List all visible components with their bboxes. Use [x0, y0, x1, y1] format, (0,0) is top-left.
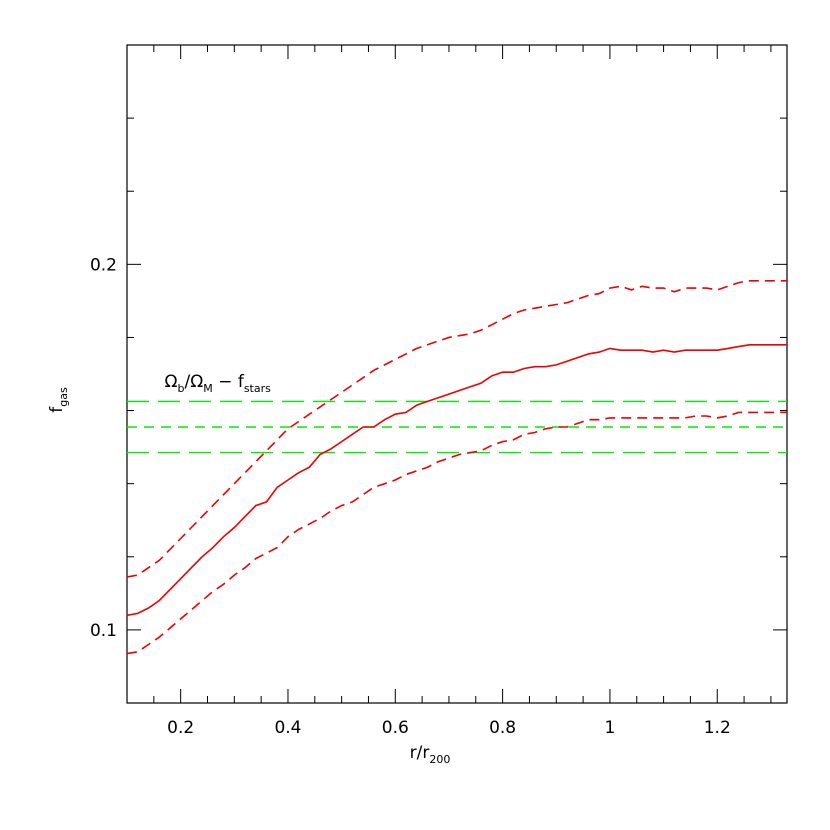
x-axis-label: r/r200 [410, 743, 451, 766]
x-tick-label: 0.4 [274, 718, 301, 738]
y-tick-label: 0.2 [90, 255, 117, 275]
x-tick-label: 0.8 [489, 718, 516, 738]
plot-frame [126, 44, 788, 704]
annotation-m-sub: M [203, 382, 213, 395]
reference-lines [127, 400, 787, 454]
annotation-slash: / [185, 372, 191, 392]
tick-labels: 0.2 0.4 0.6 0.8 1 1.2 0.1 0.2 [90, 255, 731, 738]
x-tick-label: 0.6 [382, 718, 409, 738]
x-tick-label: 1.2 [704, 718, 731, 738]
annotation-b-sub: b [178, 382, 185, 395]
series-line [126, 411, 787, 655]
series-line [126, 279, 787, 578]
annotation-label: Ωb/ΩM − fstars [165, 372, 272, 395]
y-axis-label: fgas [47, 387, 70, 413]
x-axis-label-sub: 200 [429, 753, 450, 766]
x-axis-label-main: r/r [410, 743, 430, 763]
ticks [126, 44, 787, 704]
annotation-omega-b: Ω [165, 372, 178, 392]
annotation-stars-sub: stars [244, 382, 271, 395]
series-line [126, 343, 787, 617]
annotation-minus-f: − f [213, 372, 245, 392]
y-axis-label-sub: gas [57, 387, 70, 407]
series-lines [126, 279, 787, 655]
y-tick-label: 0.1 [90, 621, 117, 641]
y-axis-label-main: f [47, 406, 67, 413]
x-tick-label: 1 [605, 718, 616, 738]
x-tick-label: 0.2 [167, 718, 194, 738]
annotation-omega-m: Ω [190, 372, 203, 392]
